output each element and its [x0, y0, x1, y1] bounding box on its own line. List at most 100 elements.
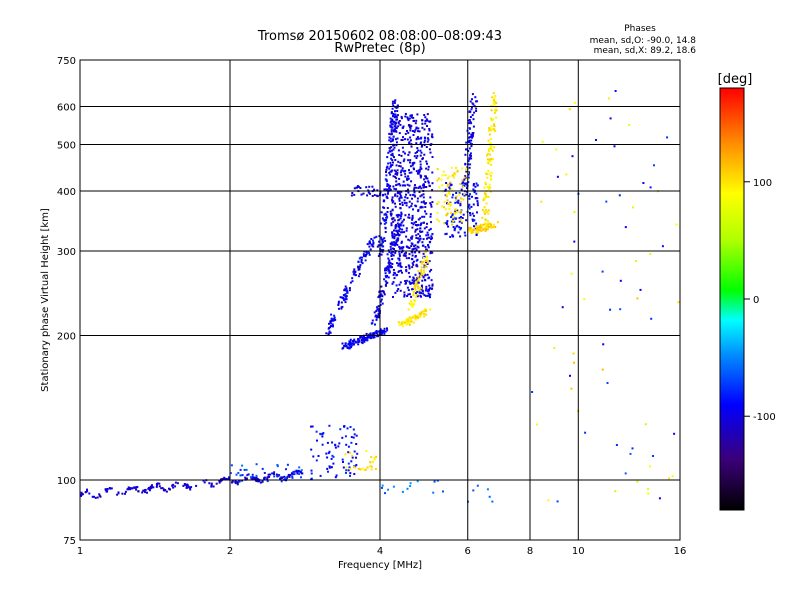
data-point [412, 294, 415, 297]
data-point [431, 171, 434, 174]
data-point [379, 328, 382, 331]
data-point [255, 474, 258, 477]
data-point [364, 468, 367, 471]
data-point [468, 166, 471, 169]
data-point [457, 201, 460, 204]
data-point [478, 228, 481, 231]
data-point [315, 430, 318, 433]
data-point [495, 102, 498, 104]
data-point [423, 139, 426, 142]
data-point [88, 492, 91, 495]
data-point [218, 481, 221, 484]
data-point [106, 488, 109, 490]
data-point [493, 146, 496, 149]
data-point [493, 128, 496, 131]
data-point [421, 290, 424, 293]
data-point [376, 195, 379, 198]
data-point [394, 291, 397, 294]
data-point [353, 187, 356, 190]
data-point [390, 170, 393, 173]
data-point [488, 188, 491, 190]
data-point [400, 138, 403, 141]
data-point [484, 194, 487, 197]
data-point [380, 285, 383, 288]
data-point [337, 302, 340, 305]
data-point [372, 241, 375, 244]
data-point [494, 109, 496, 111]
data-point [423, 128, 426, 131]
data-point [415, 278, 418, 281]
data-point [426, 294, 429, 297]
data-point [461, 217, 464, 219]
data-point [219, 480, 222, 483]
data-point [452, 235, 455, 238]
data-point [390, 255, 393, 257]
data-point [348, 340, 351, 343]
data-point [408, 151, 411, 154]
data-point [423, 313, 426, 316]
data-point [380, 290, 383, 293]
data-point [414, 314, 417, 317]
data-point [410, 205, 413, 208]
data-point [430, 251, 432, 254]
data-point [450, 166, 453, 169]
data-point [468, 147, 471, 150]
data-point [403, 158, 406, 161]
data-point [452, 193, 454, 196]
data-point [460, 216, 462, 218]
data-point [392, 243, 395, 246]
data-point [380, 253, 383, 256]
data-point [239, 474, 242, 477]
data-point [387, 269, 390, 272]
data-point [244, 476, 247, 479]
data-point [677, 301, 680, 304]
data-point [420, 269, 423, 272]
data-point [131, 487, 134, 490]
data-point [391, 253, 394, 256]
data-point [383, 222, 386, 225]
data-point [124, 492, 126, 495]
data-point [394, 173, 397, 175]
data-point [385, 266, 388, 269]
y-tick-label: 400 [57, 187, 76, 198]
data-point [609, 117, 612, 120]
data-point [419, 168, 422, 171]
data-point [424, 294, 427, 297]
data-point [454, 227, 456, 230]
data-point [243, 468, 246, 471]
data-point [376, 315, 379, 318]
data-point [416, 155, 419, 157]
data-point [394, 121, 397, 124]
data-point [408, 239, 411, 242]
data-point [394, 227, 397, 230]
data-point [459, 235, 462, 238]
data-point [394, 123, 397, 126]
data-point [398, 199, 401, 202]
data-point [392, 220, 395, 223]
data-point [427, 180, 430, 183]
data-point [367, 336, 370, 339]
data-point [472, 118, 475, 121]
data-point [414, 195, 417, 198]
data-point [390, 129, 393, 132]
data-point [342, 297, 345, 300]
colorbar-label: [deg] [718, 72, 753, 87]
data-point [449, 211, 452, 214]
data-point [407, 131, 410, 134]
data-point [215, 482, 218, 485]
data-point [461, 220, 464, 223]
data-point [421, 241, 424, 244]
data-point [411, 214, 414, 217]
data-point [451, 223, 454, 226]
data-point [472, 132, 475, 134]
data-point [475, 110, 478, 112]
data-point [468, 156, 471, 159]
data-point [408, 125, 411, 127]
data-point [420, 271, 423, 274]
data-point [411, 279, 414, 282]
data-point [330, 325, 332, 327]
data-point [361, 262, 364, 265]
data-point [383, 278, 386, 281]
data-point [350, 342, 353, 345]
data-point [415, 296, 417, 299]
